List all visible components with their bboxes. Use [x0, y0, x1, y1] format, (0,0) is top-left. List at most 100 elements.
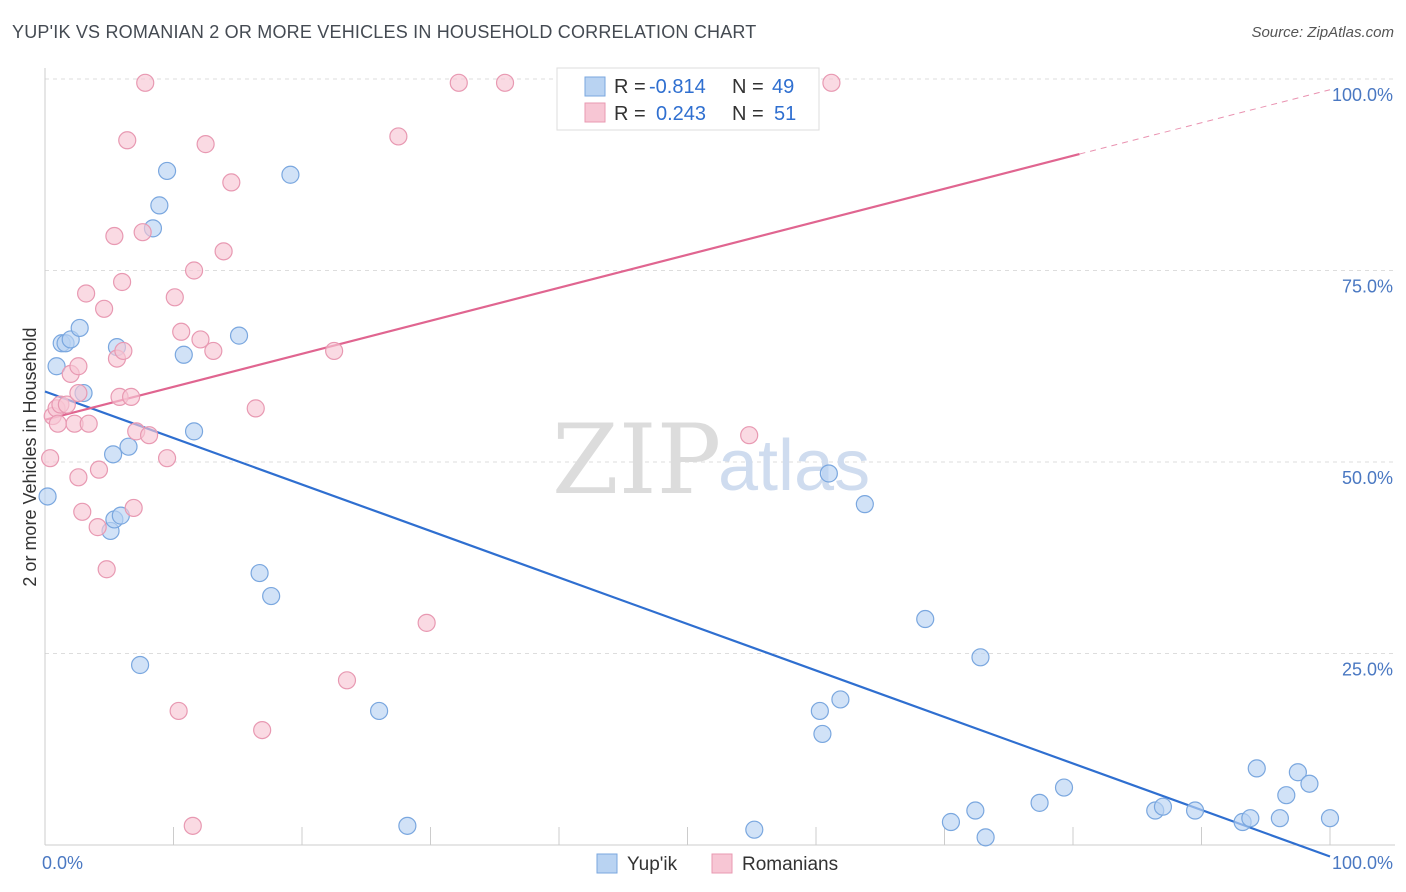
legend-swatch-yupik: [584, 76, 606, 97]
trend-line-yupik: [44, 390, 1331, 858]
romanians-point-11: [73, 502, 92, 521]
yupik-point-0: [38, 487, 57, 506]
yupik-point-10: [104, 445, 123, 464]
romanians-point-48: [495, 73, 515, 92]
romanians-point-24: [121, 387, 141, 406]
romanians-point-39: [214, 242, 233, 261]
romanians-point-23: [118, 131, 137, 150]
yupik-point-33: [966, 801, 985, 820]
yupik-point-15: [150, 196, 169, 215]
romanians-point-30: [157, 449, 177, 468]
y-tick-label-3: 25.0%: [1342, 660, 1393, 680]
romanians-point-36: [191, 330, 210, 349]
series-yupik-points: [38, 161, 1340, 847]
romanians-point-21: [112, 272, 132, 292]
romanians-point-45: [389, 127, 408, 146]
romanians-point-14: [88, 518, 107, 537]
chart-title: YUP'IK VS ROMANIAN 2 OR MORE VEHICLES IN…: [12, 22, 757, 42]
grid-lines: [45, 78, 1395, 654]
yupik-point-22: [281, 165, 300, 184]
series-romanians-points: [41, 73, 841, 835]
romanians-point-9: [69, 357, 88, 376]
romanians-point-8: [69, 383, 88, 403]
x-tick-label-min: 0.0%: [42, 853, 83, 873]
x-tick-label-max: 100.0%: [1332, 853, 1393, 873]
romanians-point-22: [114, 341, 133, 361]
legend-r-value-yupik: -0.814: [649, 76, 706, 98]
romanians-point-10: [69, 468, 88, 487]
y-axis-label: 2 or more Vehicles in Household: [20, 327, 40, 586]
bottom-legend-label-romanians: Romanians: [742, 854, 838, 875]
yupik-point-46: [1288, 763, 1307, 782]
romanians-point-18: [105, 226, 124, 246]
romanians-point-42: [253, 720, 272, 740]
romanians-point-46: [417, 613, 436, 632]
yupik-point-28: [819, 464, 838, 483]
watermark: ZIP atlas: [552, 404, 870, 516]
yupik-point-43: [1247, 759, 1266, 778]
legend-n-value-romanians: 51: [774, 103, 796, 125]
romanians-point-38: [204, 341, 223, 361]
romanians-point-3: [48, 414, 67, 433]
yupik-point-29: [831, 690, 850, 709]
romanians-point-43: [325, 341, 344, 361]
yupik-point-39: [1153, 797, 1173, 816]
yupik-point-24: [398, 816, 417, 835]
romanians-point-16: [95, 299, 114, 318]
yupik-point-23: [370, 701, 389, 721]
legend-r-label-romanians: R =: [614, 103, 646, 125]
trend-line-romanians-extension: [1079, 89, 1331, 155]
yupik-point-31: [916, 609, 935, 629]
yupik-point-1: [47, 357, 66, 376]
yupik-point-42: [1241, 809, 1260, 828]
yupik-point-21: [262, 586, 281, 606]
yupik-point-13: [130, 655, 150, 675]
yupik-point-30: [855, 495, 874, 514]
romanians-point-0: [41, 449, 60, 468]
yupik-point-20: [250, 563, 269, 583]
romanians-point-32: [169, 701, 188, 721]
romanians-point-5: [57, 395, 76, 414]
yupik-point-32: [941, 812, 961, 832]
romanians-point-34: [183, 816, 202, 835]
legend-n-value-yupik: 49: [772, 76, 794, 98]
romanians-point-29: [139, 426, 159, 445]
yupik-point-5: [70, 318, 89, 338]
yupik-point-17: [174, 345, 193, 364]
legend-r-value-romanians: 0.243: [656, 103, 706, 125]
yupik-point-40: [1185, 801, 1205, 820]
yupik-point-44: [1270, 809, 1289, 828]
yupik-point-26: [810, 701, 829, 721]
y-tick-label-1: 75.0%: [1342, 277, 1393, 297]
yupik-point-37: [1054, 778, 1074, 797]
romanians-point-44: [337, 671, 357, 690]
romanians-point-17: [97, 560, 116, 579]
romanians-point-15: [89, 460, 109, 479]
romanians-point-12: [77, 284, 96, 303]
trend-line-romanians: [44, 153, 1080, 421]
romanians-point-27: [133, 223, 152, 242]
yupik-point-25: [745, 820, 764, 839]
romanians-point-33: [172, 322, 191, 341]
yupik-point-19: [229, 326, 249, 345]
legend-swatch-romanians: [584, 102, 606, 123]
bottom-legend-label-yupik: Yup'ik: [627, 854, 678, 875]
tick-labels: 100.0% 75.0% 50.0% 25.0% 0.0% 100.0%: [42, 85, 1393, 873]
yupik-point-35: [976, 828, 995, 847]
romanians-point-49: [740, 426, 759, 445]
trend-lines: [44, 89, 1331, 858]
romanians-point-31: [165, 288, 184, 307]
yupik-point-18: [184, 422, 204, 441]
legend-n-label-yupik: N =: [732, 76, 764, 98]
romanians-point-40: [222, 173, 241, 192]
yupik-point-12: [119, 437, 138, 456]
yupik-point-36: [1030, 793, 1049, 812]
yupik-point-16: [157, 161, 177, 181]
legend-n-label-romanians: N =: [732, 103, 764, 125]
yupik-point-48: [1320, 809, 1340, 828]
romanians-point-37: [196, 135, 215, 154]
watermark-zip: ZIP: [552, 404, 721, 516]
romanians-point-47: [449, 73, 468, 92]
legend-box: R = -0.814 N = 49 R = 0.243 N = 51: [556, 67, 820, 131]
